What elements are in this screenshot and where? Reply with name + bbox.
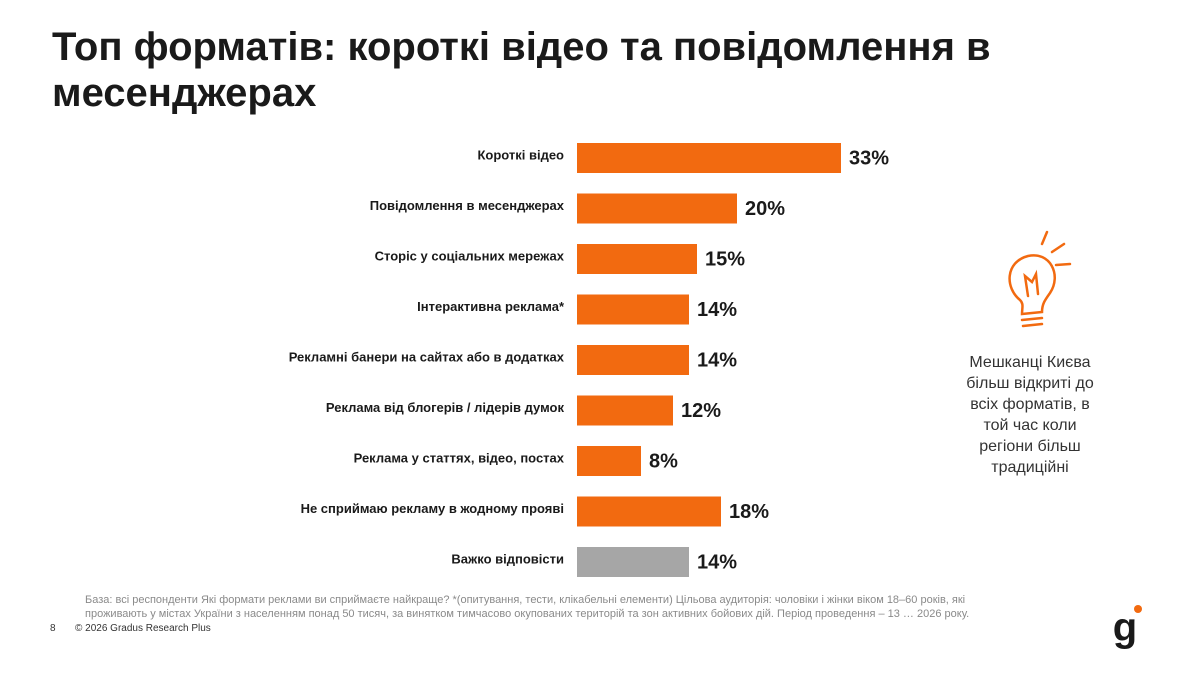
note-line: Мешканці Києва [969, 354, 1091, 371]
category-label: Короткі відео [477, 147, 564, 162]
note-line: всіх форматів, в [970, 396, 1090, 413]
note-line: традиційні [991, 459, 1069, 476]
category-label: Інтерактивна реклама* [417, 299, 565, 314]
bar [577, 446, 641, 476]
value-label: 14% [697, 349, 737, 371]
value-label: 14% [697, 551, 737, 573]
value-label: 20% [745, 198, 785, 220]
value-label: 33% [849, 147, 889, 169]
value-label: 8% [649, 450, 678, 472]
bar [577, 193, 737, 224]
logo-dot [1134, 605, 1142, 613]
logo: g [1113, 606, 1137, 650]
note-line: регіони більш [979, 438, 1081, 455]
slide-title: Топ форматів: короткі відео та повідомле… [52, 25, 991, 115]
footnote: База: всі респонденти Які формати реклам… [85, 594, 970, 620]
category-label: Не сприймаю рекламу в жодному прояві [301, 501, 564, 516]
lightbulb-icon [1008, 230, 1072, 328]
category-label: Реклама від блогерів / лідерів думок [326, 400, 565, 415]
category-label: Реклама у статтях, відео, постах [354, 450, 565, 465]
category-label: Важко відповісти [451, 551, 564, 566]
bar [577, 345, 689, 375]
bar [577, 496, 721, 527]
category-label: Повідомлення в месенджерах [370, 198, 565, 213]
bar [577, 547, 689, 577]
bar [577, 244, 697, 274]
category-label: Рекламні банери на сайтах або в додатках [289, 349, 565, 364]
value-label: 12% [681, 400, 721, 422]
copyright: © 2026 Gradus Research Plus [75, 623, 211, 634]
category-label: Сторіс у соціальних мережах [375, 248, 565, 263]
value-label: 18% [729, 501, 769, 523]
bar [577, 143, 841, 173]
page-number: 8 [50, 623, 56, 634]
bar [577, 294, 689, 325]
note-line: більш відкриті до [966, 375, 1094, 392]
side-note: Мешканці Києва більш відкриті до всіх форм… [950, 352, 1110, 478]
value-label: 14% [697, 299, 737, 321]
note-line: той час коли [983, 417, 1077, 434]
value-label: 15% [705, 248, 745, 270]
bar [577, 395, 673, 426]
